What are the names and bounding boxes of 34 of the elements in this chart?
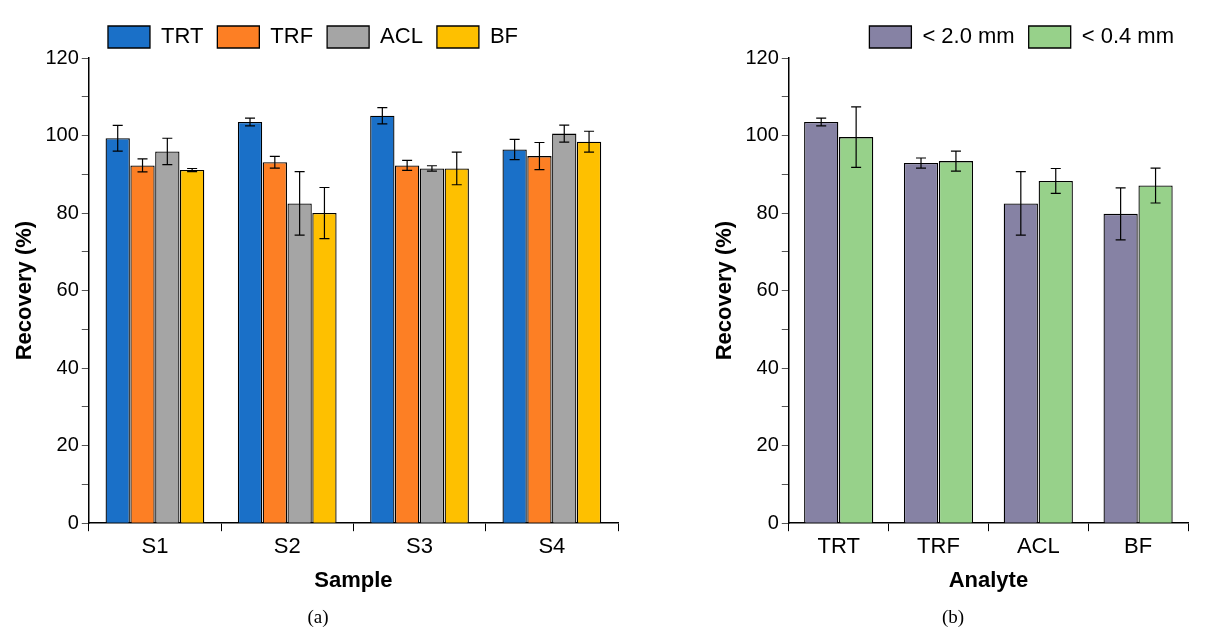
x-axis-title: Analyte xyxy=(948,566,1029,592)
x-tick-label: TRF xyxy=(917,533,960,559)
y-tick-label: 40 xyxy=(756,355,779,378)
legend-label: < 2.0 mm xyxy=(922,23,1015,49)
x-tick-label: S1 xyxy=(141,533,169,559)
y-tick-label: 100 xyxy=(45,123,79,146)
x-tick-label: S2 xyxy=(273,533,301,559)
legend-label: TRF xyxy=(270,23,314,49)
y-tick-label: 60 xyxy=(56,278,79,301)
y-tick-label: 0 xyxy=(67,510,79,533)
x-tick-label: TRT xyxy=(817,533,860,559)
legend-label: ACL xyxy=(380,23,423,49)
x-axis-title: Sample xyxy=(314,566,393,592)
y-tick-label: 120 xyxy=(45,45,79,68)
x-tick-label: S4 xyxy=(538,533,566,559)
text: (a) xyxy=(306,606,330,628)
y-tick-label: 80 xyxy=(56,200,79,223)
x-tick-label: BF xyxy=(1124,533,1153,559)
legend-label: < 0.4 mm xyxy=(1081,23,1174,49)
y-tick-label: 20 xyxy=(756,433,779,456)
y-tick-label: 20 xyxy=(56,433,79,456)
y-tick-label: 0 xyxy=(767,510,779,533)
text: (b) xyxy=(940,606,966,628)
y-tick-label: 60 xyxy=(756,278,779,301)
legend-label: TRT xyxy=(160,23,204,49)
legend-label: BF xyxy=(489,23,519,49)
y-tick-label: 80 xyxy=(756,200,779,223)
y-axis-title: Recovery (%) xyxy=(711,220,737,361)
x-tick-label: S3 xyxy=(406,533,433,559)
y-tick-label: 100 xyxy=(745,123,779,146)
y-tick-label: 120 xyxy=(745,45,779,68)
x-tick-label: ACL xyxy=(1016,533,1060,559)
y-axis-title: Recovery (%) xyxy=(11,220,37,361)
y-tick-label: 40 xyxy=(56,355,79,378)
